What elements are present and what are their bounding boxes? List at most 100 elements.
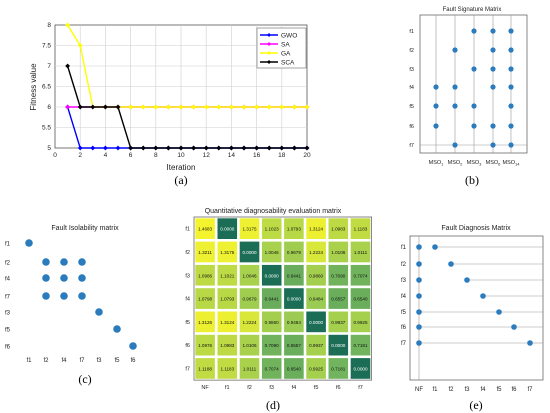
- panel-d-cell: [305, 310, 327, 333]
- panel-c-column-label: f1: [26, 358, 32, 364]
- panel-e-caption: (e): [469, 398, 482, 412]
- panel-a-point-sca: [165, 145, 171, 151]
- panel-c-isolability-dot: [95, 308, 103, 316]
- panel-b-signature-dot: [490, 84, 496, 90]
- panel-d-cell: [239, 264, 260, 287]
- panel-a-ytick-label: 6.5: [42, 84, 51, 91]
- panel-a-xtick-label: 20: [303, 152, 311, 159]
- panel-d-cell-value: 1.2224: [309, 250, 323, 255]
- panel-c-row-label: f6: [5, 345, 11, 351]
- panel-c-row-label: f2: [5, 261, 11, 267]
- panel-d-cell-value: 0.6540: [353, 297, 367, 302]
- panel-e-column-label: f4: [480, 387, 486, 393]
- panel-a-point-ga: [241, 104, 247, 110]
- panel-b-row-label: f2: [409, 48, 414, 54]
- panel-d-cell-value: 0.9937: [331, 320, 345, 325]
- panel-d-cell: [305, 241, 327, 263]
- panel-e-row-label: f7: [401, 341, 407, 347]
- panel-d-cell-value: 0.6540: [287, 366, 301, 371]
- panel-d-title: Quantitative diagnosability evaluation m…: [205, 208, 342, 215]
- panel-a-point-sca: [191, 145, 197, 151]
- panel-d-cell-value: 0.0000: [353, 366, 367, 371]
- panel-d-cell-value: 1.1183: [220, 366, 234, 371]
- panel-d-cell: [239, 334, 260, 357]
- panel-d-cell: [327, 287, 349, 310]
- panel-d-cell: [216, 287, 238, 310]
- panel-e-column-label: f7: [527, 387, 533, 393]
- panel-a-point-ga: [216, 104, 222, 110]
- panel-a-legend-label: SA: [281, 41, 290, 48]
- panel-e-diagnosis-dot: [416, 293, 422, 299]
- panel-c-isolability-dot: [78, 258, 86, 266]
- panel-d-cell-value: 1.4683: [198, 227, 212, 232]
- panel-d-cell-value: 0.6557: [331, 297, 345, 302]
- panel-a-legend-marker: [267, 42, 271, 46]
- panel-a-point-ga: [140, 104, 146, 110]
- panel-d-cell-value: 1.0798: [198, 297, 212, 302]
- panel-b-signature-dot: [508, 142, 514, 148]
- panel-d-cell-value: 0.7090: [265, 343, 279, 348]
- panel-c-caption: (c): [78, 372, 91, 386]
- panel-b-caption: (b): [465, 173, 479, 187]
- panel-d-cell: [194, 287, 216, 310]
- panel-d-cell-value: 1.1183: [354, 227, 368, 232]
- panel-a-legend-marker: [267, 33, 271, 37]
- panel-d-diagnosability-heatmap: Quantitative diagnosability evaluation m…: [185, 208, 372, 412]
- panel-a-point-ga: [228, 104, 234, 110]
- panel-c-column-label: f3: [96, 358, 102, 364]
- panel-d-cell-value: 0.0000: [287, 297, 301, 302]
- panel-a-ytick-label: 6: [47, 104, 51, 111]
- panel-c-row-label: f4: [5, 277, 11, 283]
- panel-b-signature-dot: [490, 123, 496, 129]
- panel-a-legend-marker: [267, 51, 271, 55]
- panel-a-ytick-label: 8: [47, 22, 51, 29]
- panel-d-cell-value: 0.7074: [353, 273, 367, 278]
- panel-c-isolability-dot: [42, 292, 50, 300]
- panel-d-cell: [216, 241, 238, 263]
- panel-b-signature-dot: [452, 84, 458, 90]
- panel-a-point-sca: [241, 145, 247, 151]
- panel-e-column-label: f3: [464, 387, 470, 393]
- panel-d-cell: [283, 310, 305, 333]
- panel-d-cell-value: 0.6441: [287, 273, 301, 278]
- panel-d-cell: [327, 241, 349, 263]
- panel-a-legend-marker: [267, 60, 271, 64]
- panel-b-row-label: f1: [409, 29, 414, 35]
- panel-d-cell-value: 1.0986: [198, 273, 212, 278]
- panel-d-cell: [350, 264, 371, 287]
- panel-a-xlabel: Iteration: [167, 163, 196, 172]
- panel-b-signature-dot: [452, 103, 458, 109]
- panel-b-signature-dot: [471, 123, 477, 129]
- panel-d-cell-value: 1.1021: [220, 273, 234, 278]
- panel-d-cell: [194, 310, 216, 333]
- panel-d-cell-value: 1.0983: [220, 343, 234, 348]
- panel-d-cell-value: 0.7090: [331, 273, 345, 278]
- panel-c-row-label: f7: [5, 295, 11, 301]
- panel-a-legend-label: SCA: [281, 59, 295, 66]
- panel-b-signature-dot: [433, 84, 439, 90]
- panel-d-cell: [194, 217, 216, 240]
- panel-d-cell: [261, 357, 283, 380]
- panel-e-diagnosis-dot: [480, 293, 486, 299]
- panel-a-caption: (a): [174, 173, 187, 187]
- panel-d-cell: [350, 310, 371, 333]
- panel-d-cell-value: 1.1188: [198, 366, 212, 371]
- panel-e-row-label: f3: [401, 278, 407, 284]
- panel-a-point-ga: [266, 104, 272, 110]
- panel-d-cell: [216, 357, 238, 380]
- panel-d-row-label: f2: [185, 250, 190, 256]
- panel-d-cell: [350, 241, 371, 263]
- panel-d-cell: [261, 241, 283, 263]
- panel-b-row-label: f6: [409, 124, 414, 130]
- panel-d-body: 1.4683 0.0000 1.3175 1.1023 1.0793 1.3124 1.09…: [185, 216, 372, 391]
- panel-d-cell: [350, 334, 371, 357]
- panel-a-point-ga: [203, 104, 209, 110]
- panel-a-xtick-label: 12: [203, 152, 211, 159]
- panel-b-signature-dot: [490, 28, 496, 34]
- panel-d-column-label: f1: [225, 385, 230, 391]
- panel-c-column-label: f5: [114, 358, 120, 364]
- panel-b-plot-area: [419, 14, 528, 154]
- panel-e-diagnosis-dot: [464, 277, 470, 283]
